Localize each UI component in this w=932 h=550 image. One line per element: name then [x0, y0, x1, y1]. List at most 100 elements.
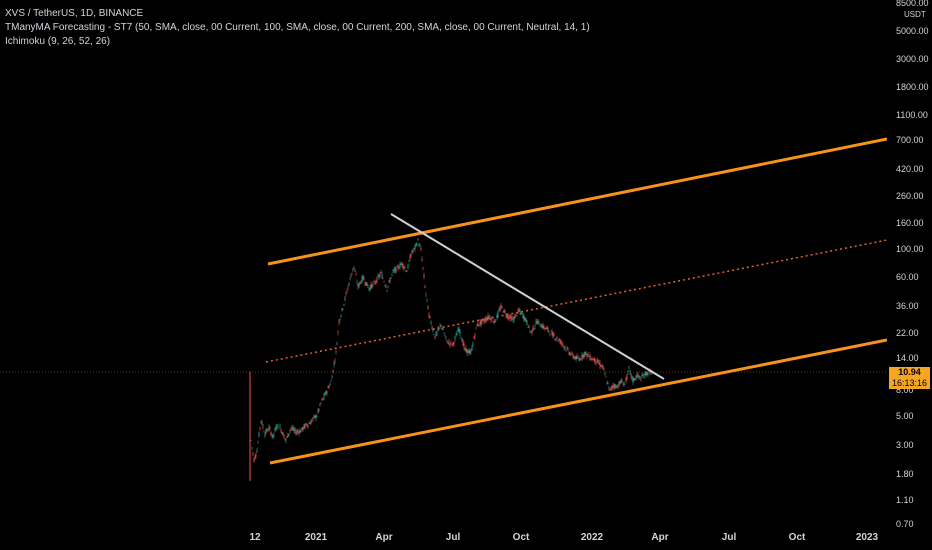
candle-body — [401, 262, 403, 266]
candle-body — [629, 370, 631, 372]
price-tick-label: 36.00 — [896, 301, 919, 311]
price-axis[interactable]: USDT 8500.00 5000.00 3000.00 1800.00 1100.00… — [887, 0, 932, 530]
candle-body — [565, 350, 567, 351]
candle-body — [481, 319, 483, 323]
candle-body — [281, 432, 283, 434]
candle-body — [373, 281, 375, 282]
candle-body — [504, 311, 506, 312]
candle-body — [470, 351, 472, 353]
candle-body — [478, 324, 480, 326]
candle-body — [608, 386, 610, 390]
candle-body — [644, 371, 646, 376]
indicator-legend-ichimoku[interactable]: Ichimoku (9, 26, 52, 26) — [5, 36, 111, 47]
candle-body — [646, 372, 648, 376]
candle-body — [359, 282, 361, 284]
candle-body — [508, 316, 510, 319]
candle-body — [382, 278, 384, 280]
candle-body — [514, 315, 516, 319]
candle-body — [576, 356, 578, 359]
candle-body — [540, 326, 542, 328]
candle-body — [406, 271, 408, 273]
candle-body — [398, 267, 400, 269]
price-tick-label: 700.00 — [896, 135, 924, 145]
candle-body — [597, 360, 599, 363]
candle-body — [469, 350, 471, 354]
candle-body — [250, 440, 252, 441]
candle-body — [392, 270, 394, 272]
time-tick-label: Apr — [651, 532, 669, 543]
candle-body — [278, 428, 280, 430]
candle-body — [640, 379, 642, 381]
price-tick-label: 260.00 — [896, 191, 924, 201]
symbol-title[interactable]: XVS / TetherUS, 1D, BINANCE — [5, 8, 144, 19]
candle-body — [449, 343, 451, 346]
candle-body — [407, 264, 409, 269]
median-channel-line[interactable] — [265, 239, 888, 363]
candle-body — [251, 446, 253, 448]
candle-body — [428, 313, 430, 318]
candle-body — [332, 369, 334, 373]
candle-body — [437, 328, 439, 332]
candle-body — [480, 320, 482, 325]
candle-body — [301, 427, 303, 430]
candle-body — [347, 286, 349, 288]
candle-body — [550, 330, 552, 332]
candle-body — [479, 321, 481, 325]
indicator-legend-ma[interactable]: TManyMA Forecasting - ST7 (50, SMA, clos… — [5, 22, 590, 33]
candle-body — [358, 283, 360, 287]
candle-body — [455, 334, 457, 336]
candle-body — [262, 426, 264, 428]
candle-body — [545, 327, 547, 329]
candle-body — [438, 327, 440, 329]
upper-channel-line[interactable] — [267, 137, 888, 266]
candle-body — [440, 324, 442, 327]
candle-body — [533, 328, 535, 330]
candle-body — [378, 275, 380, 278]
candle-body — [284, 438, 286, 439]
lower-channel-line[interactable] — [269, 338, 888, 465]
candle-body — [500, 304, 502, 308]
candle-body — [320, 402, 322, 404]
chart-area[interactable]: XVS / TetherUS, 1D, BINANCE TManyMA Fore… — [0, 0, 888, 530]
candle-body — [524, 317, 526, 321]
descending-trendline[interactable] — [390, 213, 665, 380]
candle-body — [459, 329, 461, 334]
candle-body — [327, 386, 329, 388]
candle-body — [553, 335, 555, 336]
candle-body — [606, 383, 608, 385]
candle-body — [346, 291, 348, 293]
candle-body — [558, 339, 560, 341]
candle-body — [267, 430, 269, 432]
candle-body — [603, 368, 605, 370]
candle-body — [501, 307, 503, 308]
candle-body — [489, 317, 491, 320]
candle-body — [595, 362, 597, 363]
candle-body — [375, 281, 377, 283]
candle-body — [638, 375, 640, 377]
candle-body — [425, 293, 427, 295]
candle-body — [566, 347, 568, 349]
candle-body — [330, 380, 332, 382]
candle-body — [581, 354, 583, 359]
candle-body — [482, 319, 484, 321]
candlestick-series — [249, 238, 653, 481]
candle-body — [377, 275, 379, 277]
candle-body — [542, 324, 544, 329]
time-axis[interactable]: 12 2021 Apr Jul Oct 2022 Apr Jul Oct 2023 — [0, 530, 887, 550]
candle-body — [505, 315, 507, 316]
price-chart[interactable] — [0, 0, 888, 530]
candle-body — [326, 391, 328, 394]
candle-body — [519, 309, 521, 312]
candle-body — [333, 363, 335, 365]
candle-body — [593, 359, 595, 362]
candle-body — [354, 270, 356, 272]
candle-body — [427, 305, 429, 310]
candle-body — [316, 416, 318, 417]
candle-body — [486, 318, 488, 321]
candle-body — [365, 282, 367, 286]
candle-body — [528, 325, 530, 328]
candle-body — [261, 421, 263, 425]
price-tick-label: 8500.00 — [896, 0, 929, 8]
candle-body — [372, 283, 374, 285]
price-tick-label: 14.00 — [896, 353, 919, 363]
